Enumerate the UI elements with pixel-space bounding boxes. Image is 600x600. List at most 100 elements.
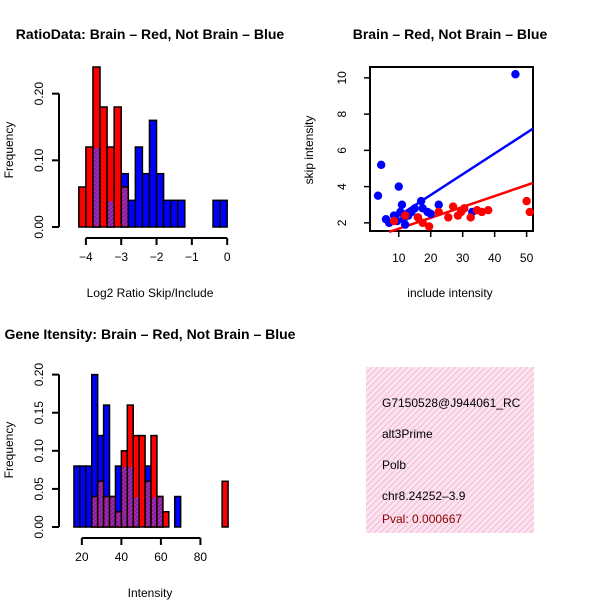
intensity-histogram-y-label: Frequency bbox=[2, 422, 16, 479]
ratio-overlap-hatch-2-line bbox=[123, 222, 128, 227]
intensity-overlap-hatch-7-line bbox=[133, 505, 139, 510]
scatter-point-red-0 bbox=[389, 216, 399, 226]
ratio-overlap-hatch-1-line bbox=[107, 200, 113, 206]
info-hatch-line bbox=[366, 367, 415, 416]
intensity-overlap-hatch-3-line bbox=[110, 505, 115, 510]
ratio-overlap-hatch-0-line bbox=[93, 198, 100, 205]
info-hatch-line bbox=[523, 522, 534, 533]
ratio-blue-bar-5 bbox=[141, 172, 151, 228]
ratio-histogram-panel: RatioData: Brain – Red, Not Brain – Blue… bbox=[2, 26, 284, 300]
intensity-histogram-x-label: Intensity bbox=[128, 586, 173, 600]
intensity-overlap-hatch-5-line bbox=[122, 514, 127, 520]
info-location: chr8.24252–3.9 bbox=[382, 489, 466, 503]
info-hatch-line bbox=[542, 367, 600, 533]
intensity-overlap-hatch-6 bbox=[127, 466, 133, 527]
intensity-overlap-hatch-7-line bbox=[133, 517, 139, 522]
info-hatch-line bbox=[397, 396, 534, 533]
intensity-overlap-hatch-10-line bbox=[157, 513, 163, 518]
info-hatch-line bbox=[366, 367, 373, 374]
intensity-overlap-hatch-1-line bbox=[98, 494, 103, 499]
ratio-overlap-hatch-2 bbox=[121, 187, 128, 227]
ratio-overlap-hatch-2-line bbox=[121, 210, 128, 217]
scatter-x-tick-label-3: 40 bbox=[488, 251, 502, 265]
info-panel-hatching bbox=[366, 367, 600, 533]
info-hatch-line bbox=[499, 498, 534, 533]
intensity-overlap-hatch-6-line bbox=[127, 494, 133, 500]
intensity-overlap-hatch-2-line bbox=[104, 509, 109, 514]
info-hatch-line bbox=[366, 367, 511, 512]
ratio-blue-bar-7 bbox=[155, 172, 165, 228]
intensity-histogram-bars bbox=[73, 373, 229, 528]
intensity-overlap-hatch-0-line bbox=[92, 517, 98, 522]
intensity-overlap-hatch-8-line bbox=[145, 518, 151, 523]
ratio-overlap-hatch-0-line bbox=[93, 166, 100, 173]
scatter-point-blue-10 bbox=[400, 220, 410, 229]
intensity-red-bar-13 bbox=[221, 480, 229, 528]
intensity-overlap-hatch-10-line bbox=[157, 517, 163, 522]
scatter-point-blue-6 bbox=[394, 182, 403, 191]
intensity-histogram-y-axis: 0.00 0.05 0.10 0.15 0.20 bbox=[32, 363, 60, 539]
info-hatch-line bbox=[403, 402, 534, 533]
ratio-x-tick-label-4: 0 bbox=[224, 250, 231, 264]
ratio-blue-bar-11 bbox=[212, 199, 221, 228]
intensity-overlap-hatch-9 bbox=[151, 497, 157, 527]
scatter-y-tick-label-2: 6 bbox=[335, 147, 349, 154]
ratio-histogram-x-axis: −4 −3 −2 −1 0 bbox=[79, 237, 231, 264]
scatter-point-red-13 bbox=[477, 207, 487, 217]
intensity-overlap-hatch-6-line bbox=[127, 466, 133, 472]
intensity-overlap-hatch-2 bbox=[104, 497, 109, 527]
ratio-overlap-hatch-2-line bbox=[121, 187, 127, 193]
info-hatch-line bbox=[367, 367, 534, 533]
intensity-overlap-hatch-1-line bbox=[98, 522, 103, 527]
intensity-y-tick-label-3: 0.15 bbox=[32, 401, 46, 425]
intensity-overlap-hatch-9-line bbox=[151, 521, 157, 526]
info-hatch-line bbox=[366, 367, 385, 386]
ratio-blue-bar-12 bbox=[219, 199, 228, 228]
info-hatch-line bbox=[421, 420, 534, 533]
scatter-x-tick-label-4: 50 bbox=[520, 251, 534, 265]
info-hatch-line bbox=[366, 367, 529, 530]
intensity-overlap-hatch-8-line bbox=[145, 494, 151, 499]
intensity-overlap-hatch-9-line bbox=[151, 517, 157, 522]
intensity-overlap-hatch-2-line bbox=[104, 521, 109, 526]
info-hatch-line bbox=[505, 504, 534, 533]
scatter-point-blue-15 bbox=[416, 196, 426, 206]
ratio-overlap-hatch-2-line bbox=[121, 206, 128, 213]
ratio-overlap-hatch-0-line bbox=[93, 218, 100, 225]
intensity-overlap-hatch-5-line bbox=[122, 510, 127, 516]
ratio-red-bar-3 bbox=[99, 106, 108, 228]
info-hatch-line bbox=[439, 438, 534, 533]
scatter-plot-frame bbox=[369, 66, 534, 232]
intensity-overlap-hatch-5-line bbox=[122, 490, 127, 496]
ratio-overlap-bar-0 bbox=[93, 148, 100, 226]
ratio-overlap-hatch-1-line bbox=[107, 203, 114, 210]
ratio-overlap-hatch-1-line bbox=[107, 215, 114, 222]
info-hatch-line bbox=[373, 372, 534, 533]
scatter-point-blue-19 bbox=[434, 200, 443, 209]
info-hatch-line bbox=[409, 408, 534, 533]
intensity-overlap-hatch-2-line bbox=[104, 517, 109, 522]
intensity-overlap-hatch-7-line bbox=[133, 501, 139, 506]
info-hatch-line bbox=[529, 528, 534, 533]
info-hatch-line bbox=[366, 367, 397, 398]
info-hatch-line bbox=[445, 444, 534, 533]
intensity-overlap-hatch-3-line bbox=[110, 509, 115, 514]
scatter-point-red-4 bbox=[424, 222, 434, 231]
info-hatch-line bbox=[433, 432, 534, 533]
intensity-overlap-hatch-7-line bbox=[133, 497, 139, 502]
ratio-overlap-hatch-2-line bbox=[121, 214, 128, 221]
info-hatch-line bbox=[366, 367, 427, 428]
intensity-overlap-hatch-4-line bbox=[116, 512, 121, 518]
scatter-y-label: skip intensity bbox=[302, 116, 316, 185]
intensity-histogram-panel: Gene Itensity: Brain – Red, Not Brain – … bbox=[2, 326, 296, 600]
intensity-overlap-hatch-9-line bbox=[151, 497, 157, 502]
intensity-red-bar-8 bbox=[138, 434, 146, 528]
intensity-overlap-hatch-1-line bbox=[98, 482, 103, 487]
info-hatch-line bbox=[366, 367, 505, 506]
info-pval: Pval: 0.000667 bbox=[382, 512, 462, 526]
intensity-overlap-hatch-3-line bbox=[110, 513, 115, 518]
intensity-y-tick-label-0: 0.00 bbox=[32, 515, 46, 539]
scatter-x-tick-label-1: 20 bbox=[424, 251, 438, 265]
intensity-overlap-hatch-1-line bbox=[98, 490, 103, 495]
